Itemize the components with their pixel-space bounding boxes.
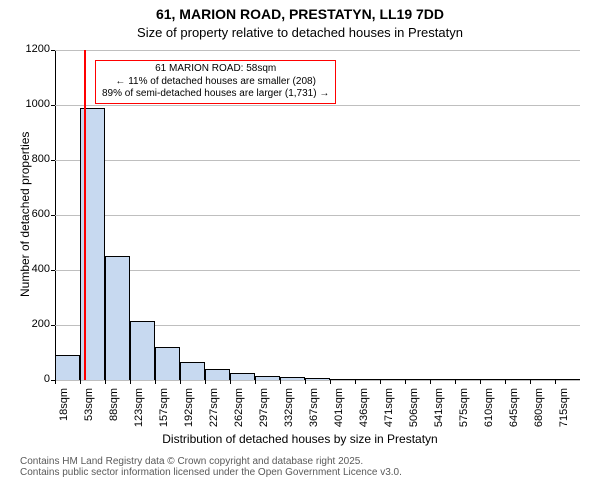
y-tick: [51, 50, 55, 51]
x-tick: [230, 380, 231, 384]
y-tick: [51, 270, 55, 271]
x-tick: [480, 380, 481, 384]
histogram-bar: [530, 379, 555, 380]
y-tick: [51, 325, 55, 326]
x-tick-label: 680sqm: [533, 388, 545, 433]
histogram-bar: [455, 379, 480, 380]
histogram-bar: [305, 378, 330, 380]
x-tick-label: 715sqm: [558, 388, 570, 433]
x-tick-label: 192sqm: [183, 388, 195, 433]
y-tick-label: 400: [20, 263, 50, 275]
x-tick-label: 541sqm: [433, 388, 445, 433]
histogram-bar: [555, 379, 580, 380]
histogram-bar: [480, 379, 505, 380]
histogram-bar: [355, 379, 380, 380]
x-tick-label: 401sqm: [333, 388, 345, 433]
x-tick: [55, 380, 56, 384]
y-tick-label: 200: [20, 318, 50, 330]
histogram-bar: [205, 369, 230, 380]
histogram-bar: [180, 362, 205, 380]
histogram-bar: [130, 321, 155, 380]
y-tick-label: 1000: [20, 98, 50, 110]
annotation-line: 61 MARION ROAD: 58sqm: [102, 63, 329, 76]
histogram-bar: [405, 379, 430, 380]
chart-title: 61, MARION ROAD, PRESTATYN, LL19 7DD: [0, 6, 600, 22]
y-tick-label: 800: [20, 153, 50, 165]
histogram-bar: [505, 379, 530, 380]
x-tick: [405, 380, 406, 384]
gridline: [55, 50, 580, 51]
x-tick-label: 53sqm: [83, 388, 95, 433]
gridline: [55, 105, 580, 106]
x-tick: [155, 380, 156, 384]
y-tick: [51, 105, 55, 106]
histogram-bar: [155, 347, 180, 380]
annotation-box: 61 MARION ROAD: 58sqm ← 11% of detached …: [95, 60, 336, 104]
histogram-bar: [55, 355, 80, 380]
chart-container: 61, MARION ROAD, PRESTATYN, LL19 7DD Siz…: [0, 0, 600, 500]
x-tick-label: 18sqm: [58, 388, 70, 433]
x-tick: [430, 380, 431, 384]
annotation-line: ← 11% of detached houses are smaller (20…: [102, 76, 329, 89]
gridline: [55, 160, 580, 161]
y-tick: [51, 160, 55, 161]
x-tick-label: 471sqm: [383, 388, 395, 433]
x-tick-label: 645sqm: [508, 388, 520, 433]
y-tick-label: 0: [20, 373, 50, 385]
x-tick: [130, 380, 131, 384]
gridline: [55, 380, 580, 381]
x-tick: [380, 380, 381, 384]
footer-line: Contains HM Land Registry data © Crown c…: [20, 456, 402, 467]
gridline: [55, 270, 580, 271]
x-tick-label: 227sqm: [208, 388, 220, 433]
x-tick-label: 262sqm: [233, 388, 245, 433]
annotation-line: 89% of semi-detached houses are larger (…: [102, 88, 329, 101]
histogram-bar: [430, 379, 455, 380]
x-tick: [530, 380, 531, 384]
histogram-bar: [280, 377, 305, 380]
x-tick: [305, 380, 306, 384]
x-tick: [455, 380, 456, 384]
x-tick: [105, 380, 106, 384]
x-tick: [555, 380, 556, 384]
y-tick: [51, 215, 55, 216]
histogram-bar: [255, 376, 280, 380]
histogram-bar: [105, 256, 130, 380]
x-axis-label: Distribution of detached houses by size …: [0, 432, 600, 446]
x-tick: [355, 380, 356, 384]
y-tick-label: 1200: [20, 43, 50, 55]
footer-line: Contains public sector information licen…: [20, 467, 402, 478]
x-tick-label: 610sqm: [483, 388, 495, 433]
histogram-bar: [330, 379, 355, 380]
x-tick-label: 123sqm: [133, 388, 145, 433]
marker-line: [84, 50, 86, 380]
histogram-bar: [230, 373, 255, 380]
histogram-bar: [380, 379, 405, 380]
x-tick-label: 88sqm: [108, 388, 120, 433]
x-tick-label: 332sqm: [283, 388, 295, 433]
chart-footer: Contains HM Land Registry data © Crown c…: [20, 456, 402, 478]
x-tick: [180, 380, 181, 384]
x-tick: [255, 380, 256, 384]
x-tick: [505, 380, 506, 384]
x-tick: [80, 380, 81, 384]
x-tick: [205, 380, 206, 384]
y-tick-label: 600: [20, 208, 50, 220]
chart-subtitle: Size of property relative to detached ho…: [0, 25, 600, 40]
x-tick-label: 506sqm: [408, 388, 420, 433]
x-tick: [330, 380, 331, 384]
x-tick-label: 297sqm: [258, 388, 270, 433]
gridline: [55, 215, 580, 216]
x-tick-label: 367sqm: [308, 388, 320, 433]
x-tick-label: 157sqm: [158, 388, 170, 433]
x-tick-label: 575sqm: [458, 388, 470, 433]
x-tick-label: 436sqm: [358, 388, 370, 433]
x-tick: [280, 380, 281, 384]
